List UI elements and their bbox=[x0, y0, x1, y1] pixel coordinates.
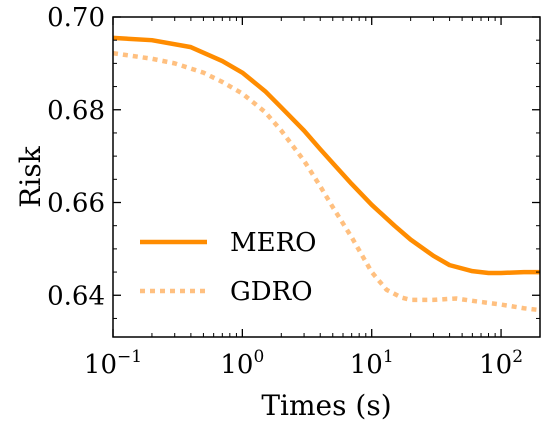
series-line-mero bbox=[112, 35, 540, 276]
ticks-layer: 0.64 0.66 0.68 0.70 10−1 100 101 102 bbox=[47, 3, 541, 380]
series-line-gdro bbox=[112, 50, 541, 313]
legend-label-mero: MERO bbox=[230, 228, 317, 258]
x-tick-label: 10−1 bbox=[84, 347, 142, 380]
series-layer bbox=[112, 35, 541, 313]
x-tick-label: 102 bbox=[479, 347, 523, 380]
y-tick-label: 0.64 bbox=[47, 281, 105, 311]
plot-frame bbox=[112, 16, 541, 338]
x-tick-label: 100 bbox=[220, 347, 264, 380]
y-tick-label: 0.68 bbox=[47, 96, 105, 126]
legend: MERO GDRO bbox=[140, 228, 317, 307]
x-axis-label: Times (s) bbox=[261, 389, 391, 422]
y-axis-label: Risk bbox=[14, 145, 47, 207]
legend-label-gdro: GDRO bbox=[230, 277, 313, 307]
y-tick-label: 0.70 bbox=[47, 3, 105, 33]
x-tick-label: 101 bbox=[350, 347, 394, 380]
y-tick-label: 0.66 bbox=[47, 189, 105, 219]
